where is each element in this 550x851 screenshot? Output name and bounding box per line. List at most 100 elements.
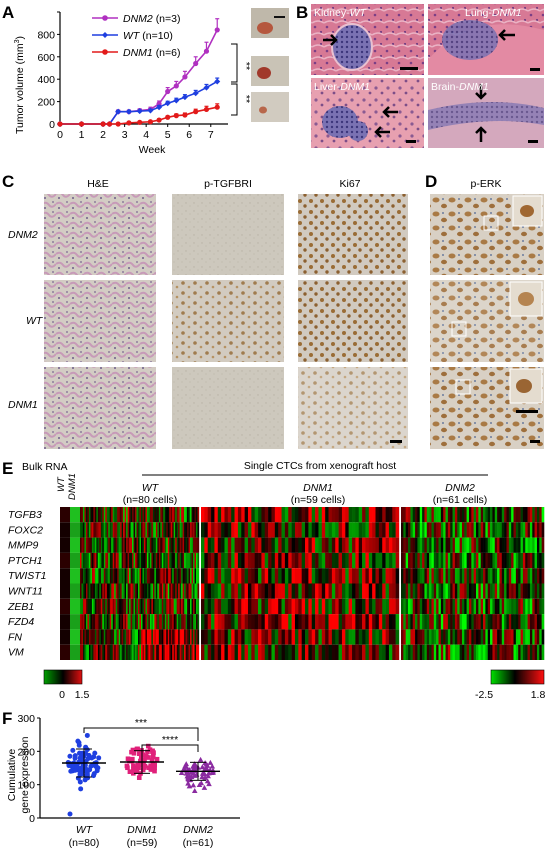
heatmap-cell	[483, 598, 486, 615]
heatmap-cell	[308, 537, 313, 553]
heatmap-cell	[499, 568, 503, 584]
heatmap-cell	[264, 614, 269, 630]
heatmap-cell	[294, 522, 299, 538]
heatmap-cell	[274, 583, 279, 599]
heatmap-cell	[468, 552, 472, 569]
heatmap-cell	[268, 522, 272, 538]
heatmap-cell	[170, 507, 173, 523]
heatmap-cell	[301, 552, 306, 569]
heatmap-cell	[352, 537, 356, 553]
heatmap-cell	[142, 629, 145, 645]
heatmap-cell	[148, 522, 151, 538]
heatmap-cell	[348, 522, 353, 538]
heatmap-cell	[447, 507, 451, 523]
heatmap-cell	[412, 629, 416, 645]
heatmap-cell	[520, 552, 524, 569]
heatmap-cell	[368, 629, 373, 645]
heatmap-cell	[81, 644, 84, 660]
heatmap-cell	[136, 537, 139, 553]
heatmap-cell	[166, 583, 169, 599]
heatmap-cell	[127, 568, 130, 584]
heatmap-cell	[88, 568, 91, 584]
heatmap-cell	[237, 583, 242, 599]
heatmap-cell	[478, 552, 481, 569]
heatmap-cell	[468, 629, 472, 645]
heatmap-cell	[163, 568, 166, 584]
heatmap-cell	[111, 552, 114, 569]
heatmap-cell	[100, 568, 103, 584]
heatmap-cell	[536, 614, 540, 630]
heatmap-cell	[190, 568, 192, 584]
heatmap-cell	[241, 598, 245, 615]
heatmap-cell	[513, 507, 517, 523]
heatmap-cell	[395, 537, 400, 553]
heatmap-cell	[87, 568, 90, 584]
heatmap-cell	[124, 644, 127, 660]
heatmap-cell	[311, 644, 316, 660]
heatmap-cell	[325, 629, 329, 645]
heatmap-cell	[466, 583, 470, 599]
heatmap-cell	[124, 552, 127, 569]
heatmap-cell	[142, 552, 145, 569]
heatmap-cell	[466, 537, 470, 553]
heatmap-cell	[102, 522, 105, 538]
heatmap-cell	[318, 598, 323, 615]
heatmap-cell	[127, 644, 130, 660]
heatmap-cell	[422, 507, 425, 523]
heatmap-cell	[483, 644, 486, 660]
heatmap-cell	[338, 552, 343, 569]
heatmap-cell	[443, 568, 446, 584]
heatmap-cell	[480, 583, 484, 599]
heatmap-cell	[487, 537, 491, 553]
heatmap-cell	[431, 644, 435, 660]
data-point-dnm2	[204, 778, 211, 784]
heatmap-cell	[291, 629, 296, 645]
heatmap-cell	[450, 507, 453, 523]
heatmap-cell	[121, 522, 124, 538]
heatmap-cell	[124, 629, 127, 645]
heatmap-cell	[157, 614, 160, 630]
heatmap-cell	[120, 537, 122, 553]
heatmap-cell	[163, 507, 166, 523]
heatmap-cell	[345, 568, 349, 584]
heatmap-cell	[378, 583, 383, 599]
heatmap-cell	[190, 644, 192, 660]
heatmap-cell	[468, 598, 472, 615]
heatmap-cell	[274, 552, 279, 569]
ctc-heatmap	[80, 507, 545, 660]
heatmap-cell	[102, 552, 105, 569]
heatmap-cell	[541, 583, 545, 599]
heatmap-cell	[201, 583, 205, 599]
data-point-dnm1	[154, 756, 160, 762]
heatmap-cell	[445, 598, 449, 615]
heatmap-cell	[529, 507, 533, 523]
heatmap-cell	[80, 614, 82, 630]
data-point-dnm1	[125, 756, 131, 762]
heatmap-cell	[471, 552, 474, 569]
heatmap-cell	[185, 629, 188, 645]
heatmap-cell	[90, 598, 93, 615]
heatmap-cell	[328, 598, 333, 615]
heatmap-cell	[536, 568, 540, 584]
heatmap-cell	[378, 552, 383, 569]
micrograph-he-wt	[44, 280, 156, 362]
heatmap-cell	[294, 629, 299, 645]
heatmap-cell	[345, 522, 349, 538]
heatmap-cell	[412, 537, 416, 553]
heatmap-cell	[193, 629, 195, 645]
heatmap-cell	[151, 598, 154, 615]
scale-bar	[530, 68, 540, 71]
heatmap-cell	[385, 568, 390, 584]
heatmap-cell	[311, 568, 316, 584]
heatmap-cell	[417, 552, 421, 569]
heatmap-cell	[167, 522, 170, 538]
heatmap-cell	[112, 598, 115, 615]
heatmap-cell	[231, 568, 235, 584]
heatmap-cell	[211, 629, 215, 645]
arrow-icon	[475, 84, 487, 100]
heatmap-cell	[341, 568, 346, 584]
heatmap-cell	[515, 629, 519, 645]
heatmap-cell	[111, 568, 114, 584]
heatmap-cell	[124, 537, 127, 553]
heatmap-cell	[143, 522, 146, 538]
